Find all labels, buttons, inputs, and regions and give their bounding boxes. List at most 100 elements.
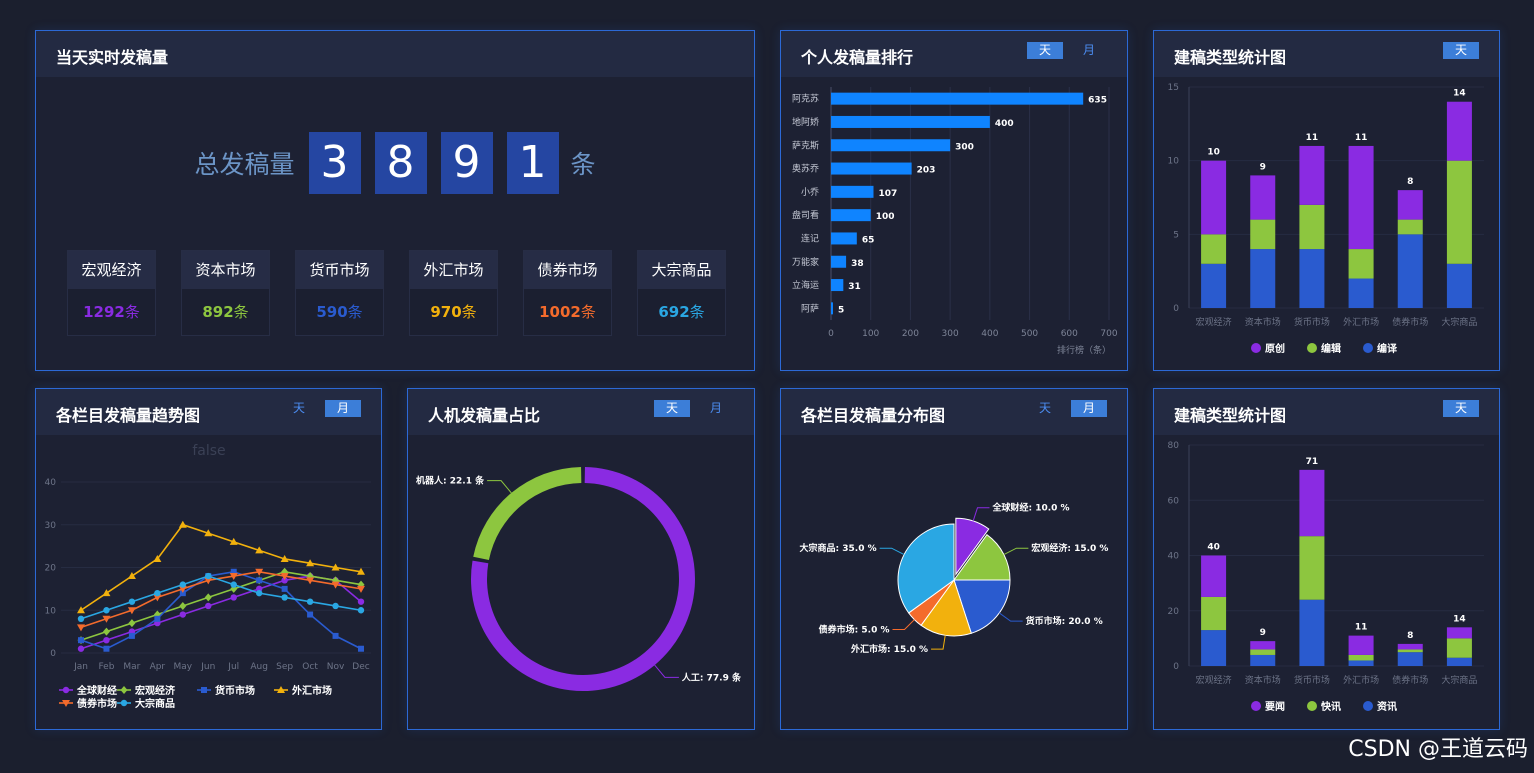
tab-month[interactable]: 月 bbox=[1082, 43, 1095, 57]
legend-marker bbox=[120, 699, 128, 707]
category-cards: 宏观经济 1292条 资本市场 892条 货币市场 590条 外汇市场 970条 债券市场 100… bbox=[67, 250, 726, 336]
category-card: 货币市场 590条 bbox=[295, 250, 384, 336]
data-point bbox=[358, 645, 364, 652]
tab-day[interactable]: 天 bbox=[1038, 401, 1051, 415]
y-tick-label: 立海运 bbox=[792, 279, 819, 291]
tab-group: 天月 bbox=[1027, 400, 1107, 417]
watermark-text: CSDN @王道云码 bbox=[1348, 737, 1528, 762]
stacked-bar-segment bbox=[1397, 219, 1423, 235]
stacked-bar-segment bbox=[1397, 643, 1423, 650]
y-tick-label: 0 bbox=[1173, 662, 1179, 672]
bar-total-label: 9 bbox=[1260, 628, 1266, 638]
category-value: 1002条 bbox=[524, 289, 611, 335]
category-name: 外汇市场 bbox=[410, 251, 497, 289]
slice-label: 全球财经: 10.0 % bbox=[991, 502, 1069, 514]
panel-trend: 各栏目发稿量趋势图 天月 false 0 10 20 30 40 Jan Feb Mar Apr M… bbox=[35, 388, 382, 730]
data-point bbox=[77, 645, 85, 652]
tab-day[interactable]: 天 bbox=[1443, 400, 1479, 417]
data-point bbox=[204, 577, 213, 585]
label-leader-line bbox=[654, 664, 679, 678]
data-point bbox=[204, 593, 212, 602]
tab-month[interactable]: 月 bbox=[709, 401, 722, 415]
panel-type-stats-top: 建稿类型统计图 天 0 5 10 15 10 宏观经济 9 资本市场 11 货币市场 11 外汇市场 8… bbox=[1153, 30, 1500, 371]
x-tick-label: 0 bbox=[828, 329, 834, 339]
x-tick-label: Dec bbox=[352, 662, 369, 672]
panel-title: 各栏目发稿量趋势图 bbox=[56, 406, 201, 425]
data-point bbox=[205, 602, 212, 610]
category-count: 590 bbox=[316, 303, 348, 321]
bar bbox=[831, 279, 844, 292]
panel-header: 各栏目发稿量趋势图 天 月 bbox=[36, 389, 381, 435]
category-count: 970 bbox=[430, 303, 462, 321]
legend-label: 快讯 bbox=[1320, 700, 1341, 713]
panel-header: 当天实时发稿量 bbox=[36, 31, 754, 77]
pie-slice bbox=[955, 517, 990, 576]
legend-marker bbox=[1251, 343, 1261, 353]
series-line bbox=[80, 523, 362, 611]
legend-label: 外汇市场 bbox=[291, 684, 332, 697]
panel-header: 建稿类型统计图 天 bbox=[1154, 31, 1499, 77]
data-point bbox=[357, 607, 365, 614]
y-tick-label: 20 bbox=[45, 564, 57, 574]
data-point bbox=[205, 572, 212, 580]
slice-label: 人工: 77.9 条 bbox=[681, 671, 742, 683]
stacked-bar-segment bbox=[1397, 652, 1423, 666]
category-card: 债券市场 1002条 bbox=[523, 250, 612, 336]
legend-marker bbox=[1307, 701, 1317, 711]
stacked-bar-segment bbox=[1299, 469, 1325, 537]
stacked-bar-segment bbox=[1446, 638, 1472, 658]
panel-title: 人机发稿量占比 bbox=[428, 406, 541, 425]
slice-label: 债券市场: 5.0 % bbox=[819, 623, 890, 635]
y-tick-label: 80 bbox=[1168, 441, 1180, 451]
tab-day[interactable]: 天 bbox=[1027, 42, 1063, 59]
legend-label: 编辑 bbox=[1321, 342, 1341, 355]
bar-total-label: 8 bbox=[1407, 631, 1413, 641]
stacked-bar-segment bbox=[1299, 536, 1325, 600]
category-card: 资本市场 892条 bbox=[181, 250, 270, 336]
series-line bbox=[80, 570, 362, 629]
legend-marker bbox=[1363, 343, 1373, 353]
panel-title: 个人发稿量排行 bbox=[801, 48, 914, 67]
data-point bbox=[230, 594, 237, 601]
stacked-bar-segment bbox=[1348, 660, 1374, 666]
digit-box: 3 bbox=[308, 132, 361, 194]
category-card: 大宗商品 692条 bbox=[637, 250, 726, 336]
series-line bbox=[80, 575, 362, 650]
panel-title: 建稿类型统计图 bbox=[1174, 48, 1287, 67]
stacked-bar-segment bbox=[1446, 657, 1472, 666]
tab-day[interactable]: 天 bbox=[654, 400, 690, 417]
label-leader-line bbox=[931, 635, 946, 650]
panel-type-stats-bottom: 建稿类型统计图 天 0 20 40 60 80 40 宏观经济 9 资本市场 71 货币市场 11 外汇… bbox=[1153, 388, 1500, 730]
legend-marker bbox=[1363, 701, 1373, 711]
stacked-bar-segment bbox=[1397, 234, 1423, 308]
y-tick-label: 40 bbox=[45, 478, 57, 488]
x-tick-label: Mar bbox=[123, 662, 140, 672]
data-point bbox=[179, 601, 187, 610]
stacked-bar-segment bbox=[1348, 654, 1374, 661]
legend-label: 货币市场 bbox=[215, 684, 255, 697]
tab-month[interactable]: 月 bbox=[1071, 400, 1107, 417]
data-point bbox=[78, 637, 84, 644]
tab-day[interactable]: 天 bbox=[292, 401, 305, 415]
data-point bbox=[255, 589, 263, 597]
x-tick-label: Nov bbox=[327, 662, 345, 672]
total-counter: 总发稿量 3 8 9 1 条 bbox=[36, 131, 754, 195]
data-point bbox=[357, 567, 365, 575]
legend-label: 编译 bbox=[1377, 342, 1398, 355]
data-point bbox=[281, 585, 288, 592]
data-point bbox=[229, 537, 238, 545]
data-point bbox=[281, 567, 289, 576]
data-point bbox=[306, 577, 315, 585]
tab-day[interactable]: 天 bbox=[1443, 42, 1479, 59]
data-point bbox=[77, 624, 85, 632]
y-tick-label: 阿克苏 bbox=[792, 93, 819, 105]
label-leader-line bbox=[892, 619, 915, 630]
bar-total-label: 40 bbox=[1207, 543, 1220, 553]
panel-title: 各栏目发稿量分布图 bbox=[801, 406, 946, 425]
tab-month[interactable]: 月 bbox=[325, 400, 361, 417]
stacked-bar-chart: 0 5 10 15 10 宏观经济 9 资本市场 11 货币市场 11 外汇市场 8 债券市场 14 大宗商品… bbox=[1168, 83, 1484, 355]
legend-label: 原创 bbox=[1265, 342, 1285, 355]
data-point bbox=[332, 632, 339, 639]
bar-total-label: 9 bbox=[1260, 162, 1266, 172]
stacked-bar-segment bbox=[1299, 204, 1325, 250]
